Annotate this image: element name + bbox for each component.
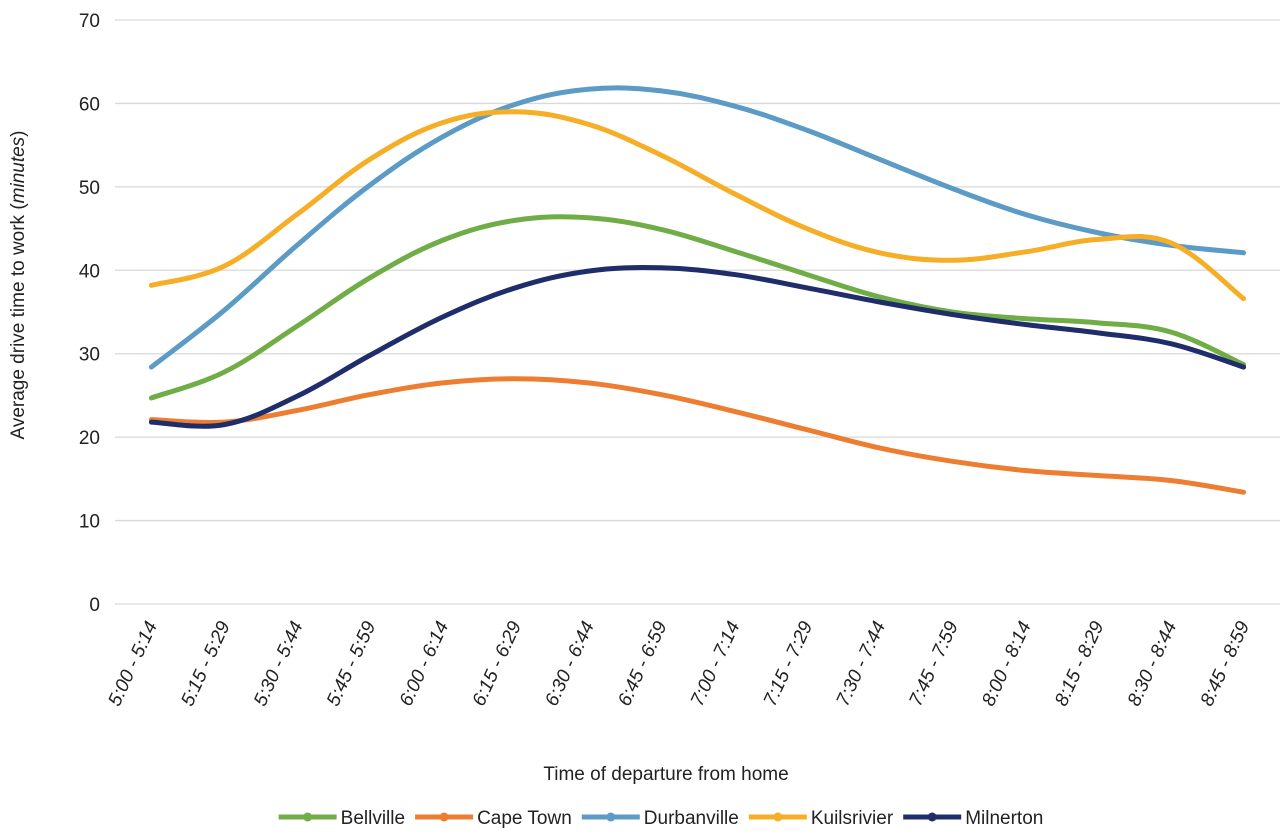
x-tick-label: 7:00 - 7:14 xyxy=(687,618,744,709)
x-tick-label: 6:15 - 6:29 xyxy=(469,618,527,710)
x-tick-label: 8:30 - 8:44 xyxy=(1124,618,1181,709)
y-axis-title-close: ) xyxy=(8,130,29,136)
y-tick-label: 70 xyxy=(79,11,100,32)
legend: Bellville Cape Town Durbanville Kuilsrivier… xyxy=(278,808,1043,829)
x-tick-label: 6:45 - 6:59 xyxy=(614,618,672,710)
y-tick-label: 50 xyxy=(79,178,100,199)
y-axis-title-main: Average drive time to work ( xyxy=(8,203,29,440)
series-line-durbanville xyxy=(148,85,1247,370)
x-tick-label: 6:00 - 6:14 xyxy=(396,618,453,709)
series-line-cape-town xyxy=(148,376,1247,495)
x-tick-label: 5:30 - 5:44 xyxy=(250,618,307,709)
y-tick-label: 20 xyxy=(79,428,100,449)
legend-label: Cape Town xyxy=(477,808,572,829)
gridlines xyxy=(115,19,1280,605)
series-lines xyxy=(148,85,1247,495)
x-tick-label: 6:30 - 6:44 xyxy=(541,618,598,709)
x-tick-label: 5:00 - 5:14 xyxy=(105,618,162,709)
y-tick-label: 60 xyxy=(79,94,100,115)
series-line-bellville xyxy=(148,214,1247,401)
legend-marker-milnerton xyxy=(927,812,937,822)
legend-label: Milnerton xyxy=(965,808,1043,829)
legend-marker-cape-town xyxy=(439,812,449,822)
x-tick-label: 8:45 - 8:59 xyxy=(1197,618,1255,710)
x-tick-label: 7:30 - 7:44 xyxy=(833,618,890,709)
x-tick-label: 5:45 - 5:59 xyxy=(323,618,381,710)
y-axis-title: Average drive time to work (minutes) xyxy=(8,130,29,439)
x-tick-label: 7:15 - 7:29 xyxy=(760,618,818,710)
x-tick-label: 8:15 - 8:29 xyxy=(1051,618,1109,710)
legend-marker-bellville xyxy=(303,812,313,822)
x-axis-title: Time of departure from home xyxy=(543,764,788,785)
x-tick-label: 7:45 - 7:59 xyxy=(905,618,963,710)
x-axis-ticks: 5:00 - 5:14 5:15 - 5:29 5:30 - 5:44 5:45 - … xyxy=(105,618,1255,710)
x-tick-label: 8:00 - 8:14 xyxy=(978,618,1035,709)
legend-label: Kuilsrivier xyxy=(811,808,894,829)
y-axis-title-unit: minutes xyxy=(8,136,29,203)
legend-label: Durbanville xyxy=(644,808,739,829)
y-tick-label: 30 xyxy=(79,345,100,366)
series-line-milnerton xyxy=(148,265,1247,429)
legend-label: Bellville xyxy=(341,808,405,829)
y-tick-label: 0 xyxy=(89,595,100,616)
y-tick-label: 10 xyxy=(79,512,100,533)
y-axis-ticks: 0 10 20 30 40 50 60 70 xyxy=(79,11,100,616)
y-tick-label: 40 xyxy=(79,261,100,282)
legend-marker-kuilsrivier xyxy=(773,812,783,822)
series-line-kuilsrivier xyxy=(148,109,1247,302)
legend-marker-durbanville xyxy=(606,812,616,822)
x-tick-label: 5:15 - 5:29 xyxy=(177,618,235,710)
